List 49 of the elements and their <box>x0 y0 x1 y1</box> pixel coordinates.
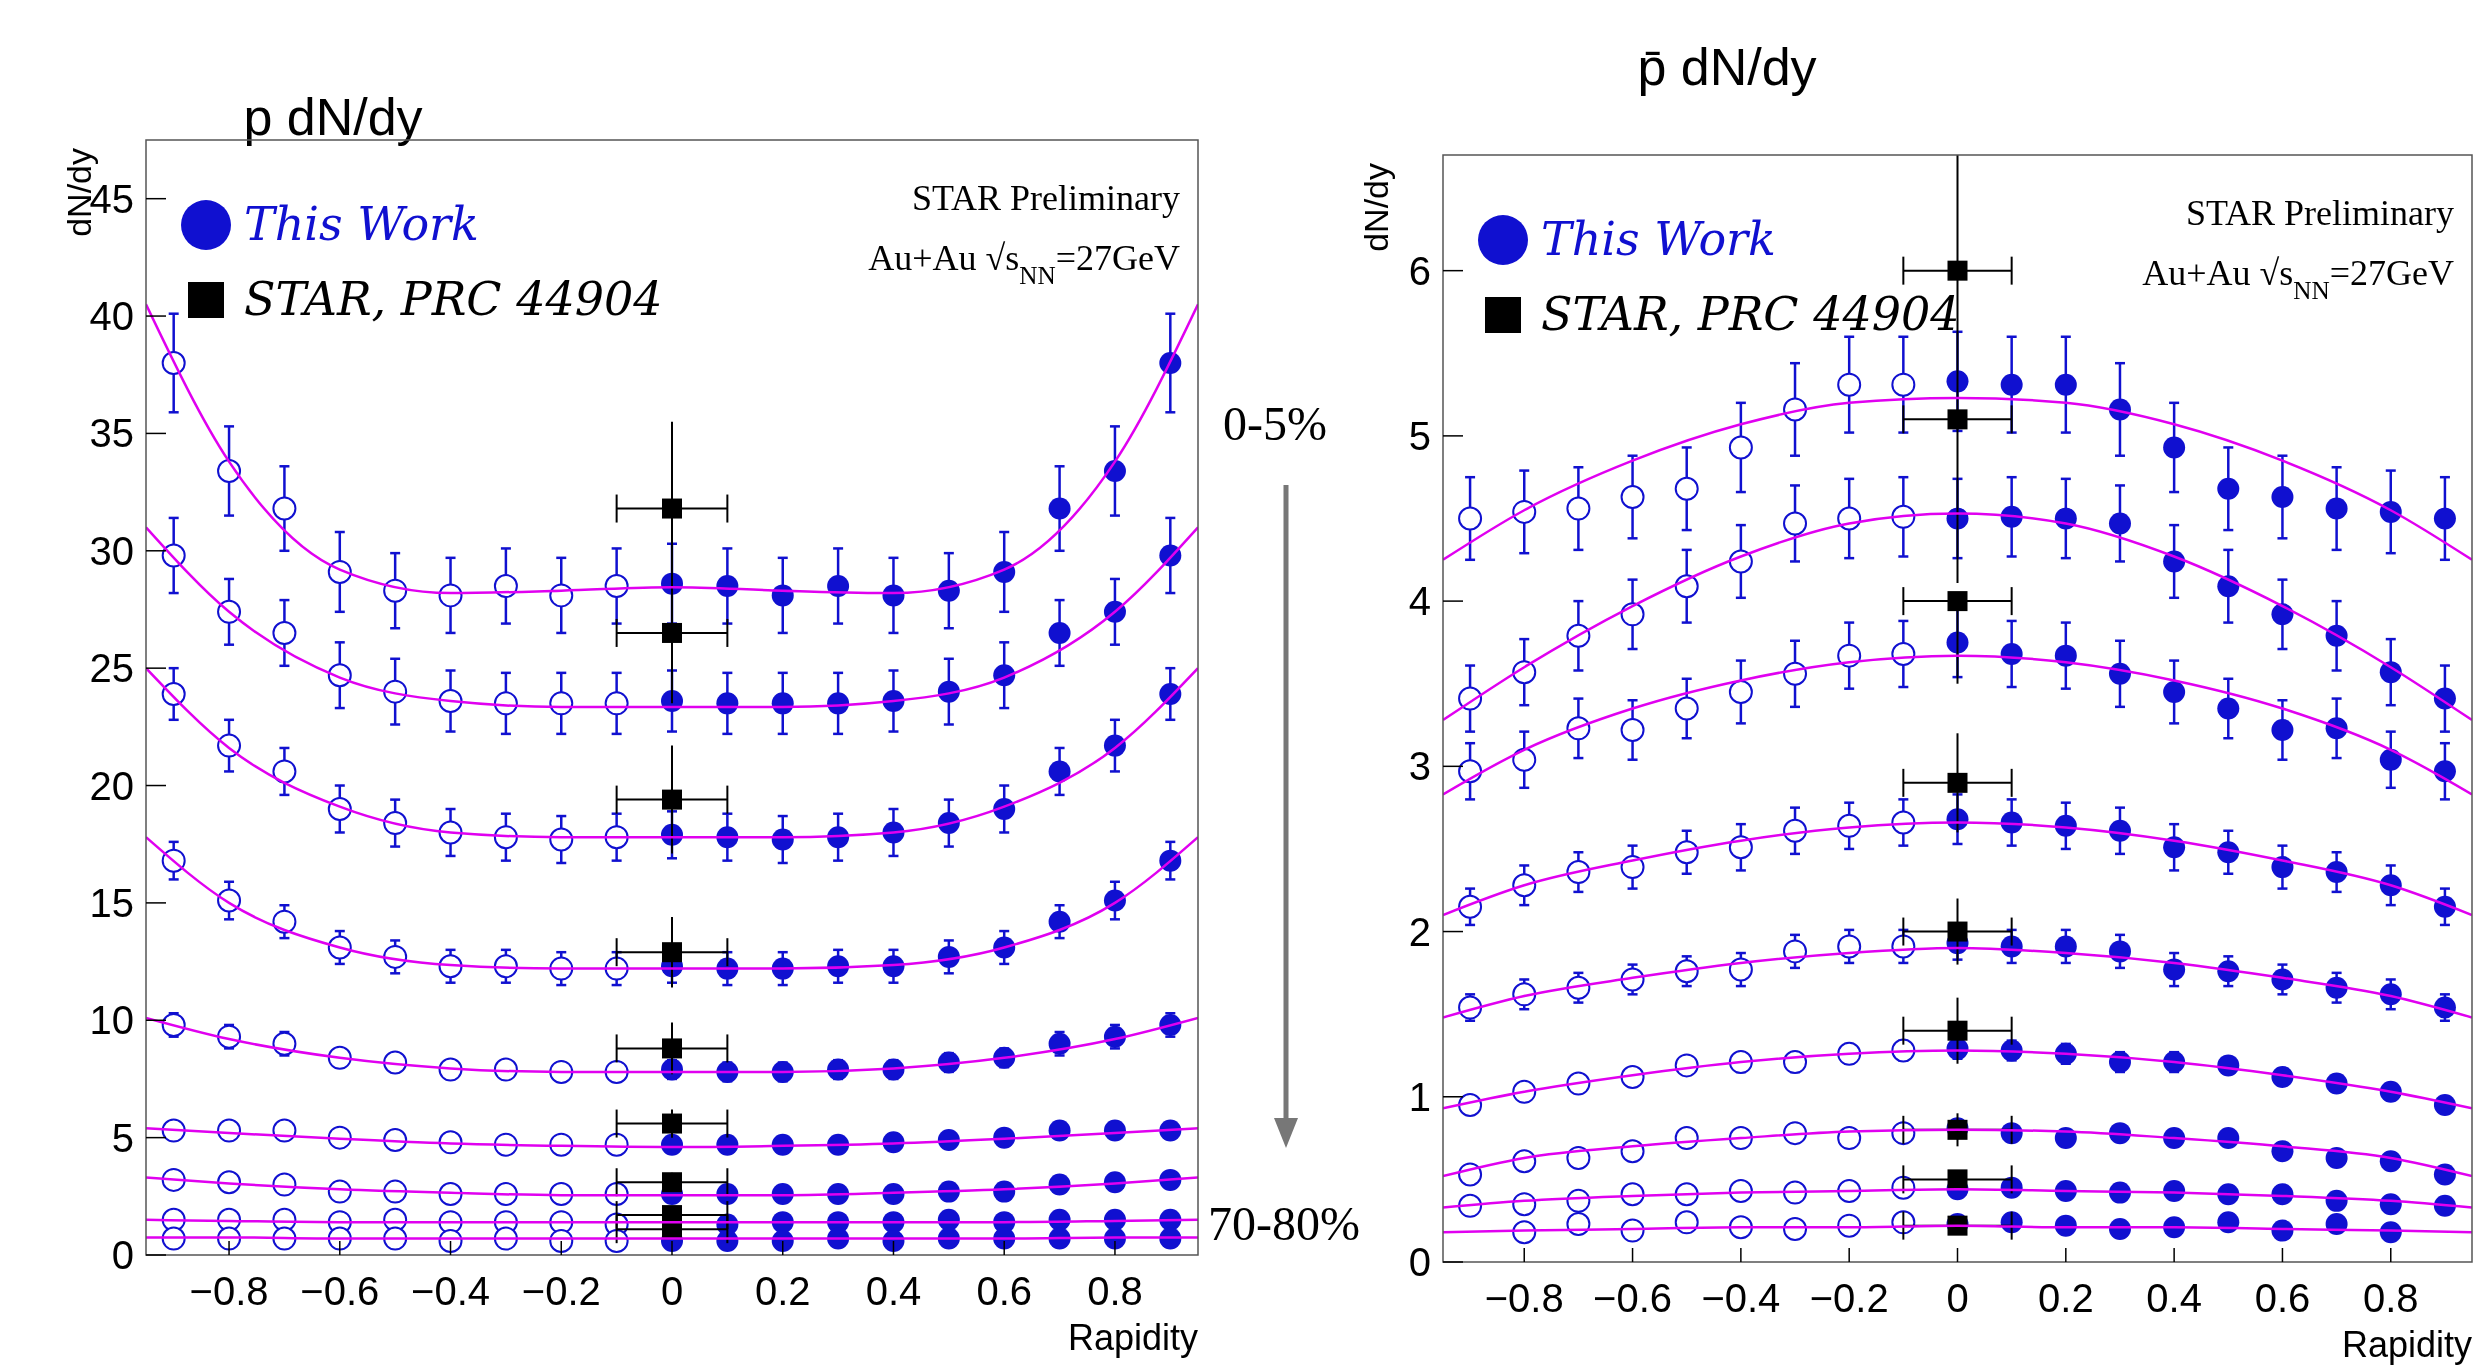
x-tick-label: −0.6 <box>1593 1276 1673 1320</box>
annotation: STAR Preliminary <box>2185 193 2454 233</box>
x-tick-label: −0.6 <box>300 1269 380 1313</box>
y-tick-label: 5 <box>1408 413 1431 458</box>
annotation: Au+Au √s$_{NN}$=27GeV <box>868 238 1180 289</box>
text: 70-80% <box>1208 1197 1360 1250</box>
y-tick-label: 2 <box>1408 909 1431 954</box>
annotation: STAR Preliminary <box>911 178 1180 218</box>
x-tick-label: −0.2 <box>1809 1276 1889 1320</box>
y-tick-label: 1 <box>1408 1074 1431 1119</box>
text: 0-5% <box>1223 397 1327 450</box>
y-tick-label: 4 <box>1408 579 1431 624</box>
x-axis-title: Rapidity <box>2341 1324 2472 1365</box>
y-tick-label: 40 <box>89 294 134 339</box>
x-tick-label: 0.4 <box>2146 1276 2202 1320</box>
x-tick-label: −0.2 <box>521 1269 601 1313</box>
x-tick-label: 0 <box>1946 1276 1969 1320</box>
y-tick-label: 20 <box>89 763 134 808</box>
x-tick-label: 0.2 <box>754 1269 811 1313</box>
y-tick-label: 5 <box>111 1115 134 1160</box>
x-tick-label: −0.4 <box>1701 1276 1781 1320</box>
annotation: Au+Au √s$_{NN}$=27GeV <box>2142 253 2454 304</box>
legend-label: STAR, PRC 44904 <box>244 272 663 326</box>
x-tick-label: 0.2 <box>2038 1276 2094 1320</box>
y-tick-label: 0 <box>1408 1240 1431 1284</box>
x-tick-label: 0.4 <box>865 1269 922 1313</box>
chart-title: p̄ dN/dy <box>1637 38 1817 96</box>
chart-title: p dN/dy <box>243 88 423 146</box>
legend-label: This Work <box>244 197 479 251</box>
x-axis-title: Rapidity <box>1067 1317 1198 1358</box>
y-tick-label: 30 <box>89 528 134 573</box>
y-tick-label: 0 <box>111 1233 134 1277</box>
y-axis-title: dN/dy <box>1357 163 1395 252</box>
x-tick-label: −0.4 <box>411 1269 491 1313</box>
y-tick-label: 3 <box>1408 744 1431 789</box>
x-tick-label: −0.8 <box>189 1269 269 1313</box>
x-tick-label: −0.8 <box>1484 1276 1564 1320</box>
x-tick-label: 0.6 <box>976 1269 1033 1313</box>
x-tick-label: 0.6 <box>2254 1276 2311 1320</box>
legend-label: This Work <box>1541 212 1776 266</box>
y-tick-label: 10 <box>89 998 134 1043</box>
legend-label: STAR, PRC 44904 <box>1541 287 1960 341</box>
x-tick-label: 0.8 <box>2362 1276 2419 1320</box>
y-tick-label: 6 <box>1408 248 1431 293</box>
x-tick-label: 0 <box>660 1269 684 1313</box>
y-tick-label: 15 <box>89 880 134 925</box>
y-tick-label: 35 <box>89 411 134 456</box>
y-tick-label: 25 <box>89 646 134 691</box>
x-tick-label: 0.8 <box>1087 1269 1143 1313</box>
